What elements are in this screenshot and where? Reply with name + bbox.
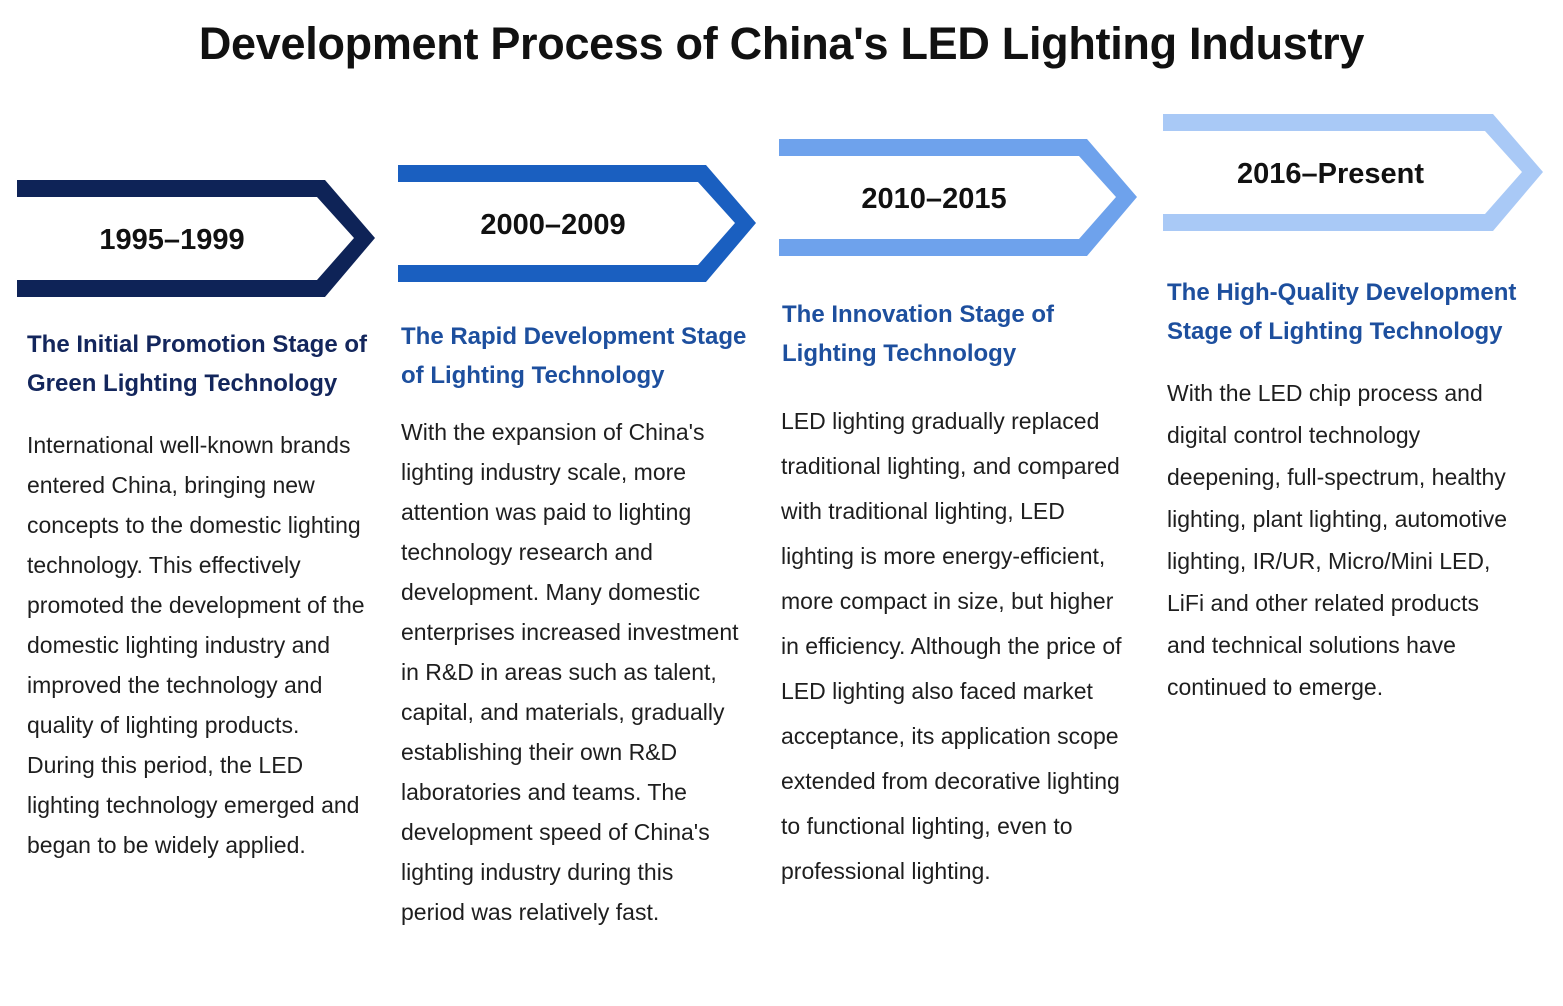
- stage-heading: The Initial Promotion Stage of Green Lig…: [27, 331, 368, 397]
- chevron-arrow-shape: [779, 139, 1137, 256]
- stage-period: 2000–2009: [480, 209, 626, 241]
- stage-description: With the LED chip process and digital co…: [1167, 380, 1508, 700]
- stage-heading: The High-Quality Development Stage of Li…: [1167, 279, 1517, 345]
- stage-heading: The Innovation Stage of Lighting Technol…: [782, 301, 1055, 367]
- page-title: Development Process of China's LED Light…: [198, 18, 1365, 69]
- chevron-arrow-shape: [1163, 114, 1543, 231]
- chevron-arrow-shape: [398, 165, 756, 282]
- chevron-arrow-shape: [17, 180, 375, 297]
- chevron-arrow-4: 2016–Present: [1163, 114, 1543, 232]
- chevron-arrow-1: 1995–1999: [17, 180, 377, 298]
- chevron-arrow-2: 2000–2009: [398, 165, 758, 283]
- stage-description: LED lighting gradually replaced traditio…: [781, 408, 1122, 884]
- stage-heading: The Rapid Development Stage of Lighting …: [401, 323, 747, 389]
- stage-period: 1995–1999: [99, 224, 245, 256]
- stage-description: With the expansion of China's lighting i…: [401, 419, 739, 925]
- stage-description: International well-known brands entered …: [27, 432, 365, 858]
- stage-period: 2016–Present: [1236, 158, 1425, 190]
- chevron-arrow-3: 2010–2015: [779, 139, 1139, 257]
- stage-period: 2010–2015: [861, 183, 1007, 215]
